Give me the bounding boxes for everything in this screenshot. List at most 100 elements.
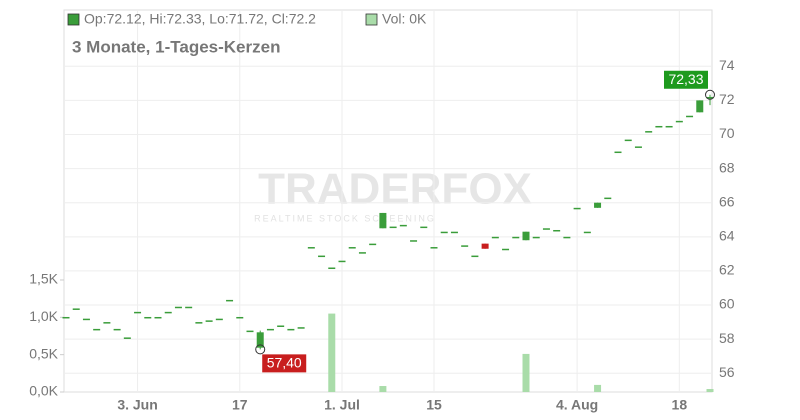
y2-tick-label: 0,5K (29, 345, 58, 361)
extreme-label: 72,33 (668, 71, 703, 87)
subtitle: 3 Monate, 1-Tages-Kerzen (72, 37, 280, 56)
y-tick-label: 64 (719, 228, 735, 244)
candle-body (328, 267, 336, 270)
candle-body (594, 202, 602, 208)
candle-body (195, 322, 203, 324)
x-tick-label: 1. Jul (324, 397, 360, 413)
plot-frame (63, 9, 713, 393)
candle-body (624, 139, 632, 142)
x-tick-label: 4. Aug (556, 397, 598, 413)
y2-tick-label: 1,0K (29, 308, 58, 324)
grid: 56 58 60 62 64 66 68 70 72 74 0,0K 0,5K 1,0K 1,5K 3. J… (29, 10, 735, 413)
candle-body (389, 226, 397, 229)
candle-body (512, 236, 520, 239)
extreme-label: 57,40 (267, 355, 302, 371)
candle-body (420, 226, 428, 229)
candle-body (134, 311, 142, 314)
candle-body (215, 318, 223, 321)
candle-body (266, 328, 274, 331)
extreme-marker (255, 344, 266, 355)
x-tick-label: 18 (672, 397, 688, 413)
candle-body (256, 332, 264, 348)
candle-body (614, 151, 622, 154)
candle-body (645, 131, 653, 133)
candle-body (481, 243, 489, 249)
watermark-tagline: REALTIME STOCK SCREENING (254, 213, 436, 223)
candle-body (542, 228, 550, 230)
candle-body (369, 243, 377, 246)
volume-bar (328, 313, 336, 392)
candle-body (307, 247, 315, 249)
candle-body (450, 231, 458, 234)
candle-body (604, 197, 612, 200)
y-tick-label: 72 (719, 91, 735, 107)
legend-swatch (365, 13, 378, 26)
watermark: TRADERFOX (258, 165, 532, 214)
candle-body (686, 115, 694, 118)
x-tick-label: 17 (232, 397, 248, 413)
candle-body (563, 236, 571, 239)
volume-bar (706, 389, 714, 392)
candle-body (440, 231, 448, 234)
candle-body (185, 306, 193, 309)
y-tick-label: 56 (719, 364, 735, 380)
volume-bar (379, 386, 387, 392)
candle-body (123, 337, 131, 339)
candle-body (573, 207, 581, 210)
volume-bar (594, 384, 602, 392)
y-tick-label: 58 (719, 330, 735, 346)
x-tick-label: 3. Jun (117, 397, 157, 413)
candle-body (226, 299, 234, 302)
candle-body (103, 322, 111, 324)
x-tick-label: 15 (426, 397, 442, 413)
candle-body (675, 120, 683, 123)
candle-body (297, 327, 305, 329)
candle-body (113, 328, 121, 331)
marks: 72,33 57,40 (62, 70, 715, 392)
candle-body (62, 316, 70, 319)
candle-body (93, 328, 101, 331)
candle-body (461, 245, 469, 247)
y2-tick-label: 0,0K (29, 383, 58, 399)
candle-body (583, 231, 591, 234)
candle-body (318, 255, 326, 258)
y-tick-label: 68 (719, 159, 735, 175)
candle-body (696, 100, 704, 113)
candle-body (236, 316, 244, 319)
candle-body (277, 325, 285, 327)
extreme-marker (705, 89, 715, 100)
candle-body (491, 236, 499, 239)
candle-body (154, 316, 162, 319)
y-tick-label: 62 (719, 262, 735, 278)
candle-body (164, 311, 172, 314)
extreme-badge (664, 70, 708, 89)
candle-body (399, 224, 407, 227)
candle-body (379, 212, 387, 229)
candle-body (471, 255, 479, 258)
candle-body (205, 320, 213, 322)
y-tick-label: 70 (719, 125, 735, 141)
candle-body (553, 229, 561, 232)
candle-body (82, 318, 90, 321)
candle-body (358, 252, 366, 254)
candle-body (502, 248, 510, 251)
y-tick-label: 60 (719, 296, 735, 312)
extreme-badge (262, 354, 307, 373)
candle-body (72, 308, 80, 310)
candle-body (706, 96, 714, 99)
legend-swatch (67, 13, 80, 26)
candle-body (144, 316, 152, 319)
y-tick-label: 66 (719, 193, 735, 209)
legend-ohlc: Op:72.12, Hi:72.33, Lo:71.72, Cl:72.2 (84, 11, 316, 27)
candle-body (338, 260, 346, 263)
candle-body (287, 328, 295, 331)
candle-body (634, 146, 642, 148)
candle-body (174, 306, 182, 309)
candle-body (522, 231, 530, 241)
volume-bar (522, 353, 530, 392)
candle-body (410, 240, 418, 242)
legend-volume: Vol: 0K (382, 11, 427, 27)
y-tick-label: 74 (719, 57, 735, 73)
candle-body (655, 125, 663, 128)
